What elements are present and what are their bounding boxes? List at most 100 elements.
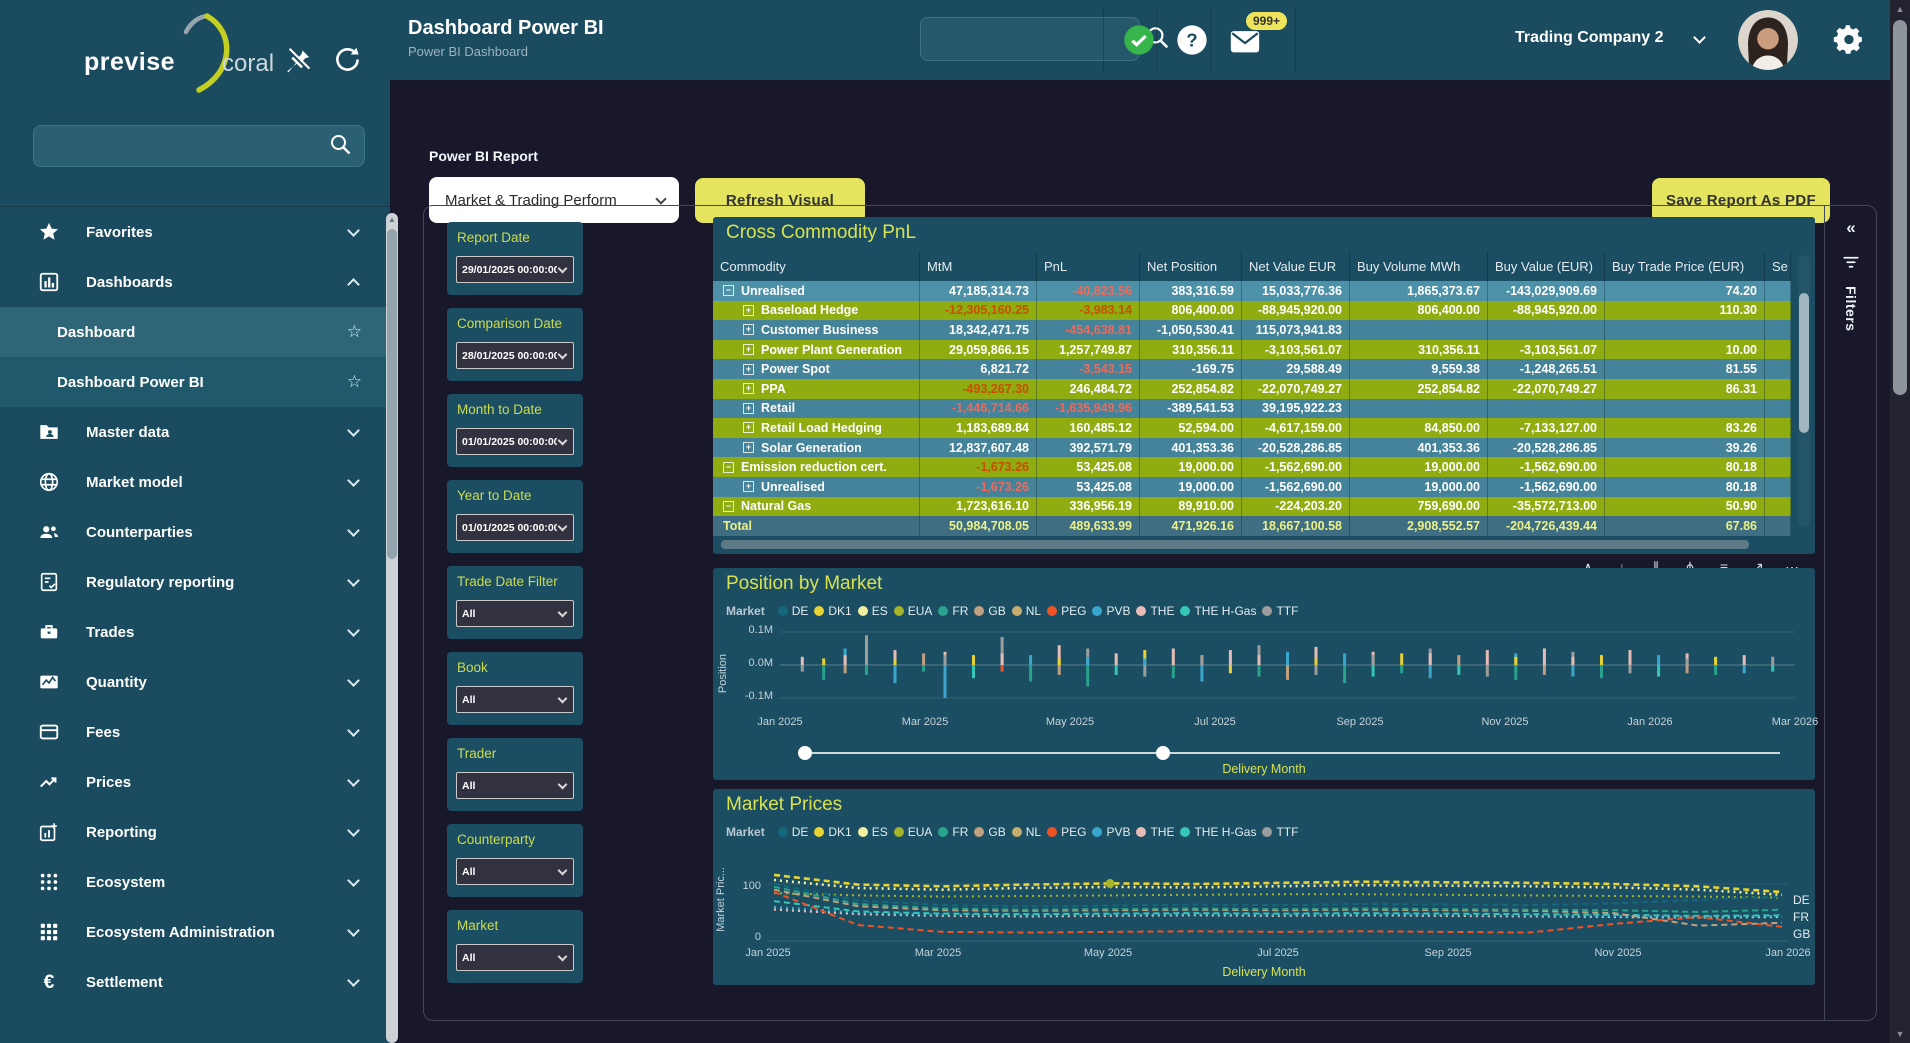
- column-header[interactable]: Buy Value (EUR): [1488, 251, 1605, 281]
- unpin-sidebar-icon[interactable]: [284, 46, 312, 74]
- table-row[interactable]: −Emission reduction cert.-1,673.2653,425…: [713, 457, 1791, 477]
- chevron-down-icon[interactable]: [1693, 31, 1706, 44]
- legend-item-the[interactable]: THE: [1136, 825, 1174, 839]
- settings-gear-icon[interactable]: [1833, 23, 1865, 55]
- table-vertical-scrollbar[interactable]: [1798, 255, 1810, 527]
- column-header[interactable]: Buy Trade Price (EUR): [1605, 251, 1765, 281]
- chevron-down-icon[interactable]: [347, 474, 360, 487]
- column-header[interactable]: PnL: [1037, 251, 1140, 281]
- expand-icon[interactable]: +: [743, 403, 754, 414]
- expand-icon[interactable]: +: [743, 442, 754, 453]
- table-row[interactable]: +PPA-493,267.30246,484.72252,854.82-22,0…: [713, 379, 1791, 399]
- expand-icon[interactable]: +: [743, 344, 754, 355]
- global-search-input[interactable]: [921, 31, 1144, 48]
- table-row[interactable]: +Retail-1,446,714.66-1,635,949.96-389,54…: [713, 399, 1791, 419]
- collapse-icon[interactable]: −: [723, 285, 734, 296]
- legend-item-es[interactable]: ES: [858, 604, 888, 618]
- scroll-down-arrow-icon[interactable]: ▼: [1890, 1029, 1910, 1039]
- legend-item-fr[interactable]: FR: [938, 604, 968, 618]
- window-scrollbar-thumb[interactable]: [1893, 20, 1907, 395]
- chevron-down-icon[interactable]: [347, 974, 360, 987]
- chevron-down-icon[interactable]: [347, 624, 360, 637]
- messages-count-badge[interactable]: 999+: [1246, 12, 1287, 30]
- legend-item-pvb[interactable]: PVB: [1092, 825, 1130, 839]
- expand-icon[interactable]: +: [743, 305, 754, 316]
- window-scrollbar[interactable]: ▲ ▼: [1890, 0, 1910, 1043]
- sidebar-item-reporting[interactable]: Reporting: [0, 807, 390, 857]
- sidebar-search-input[interactable]: [34, 138, 328, 155]
- sidebar-item-dashboard-power-bi[interactable]: Dashboard Power BI☆: [0, 357, 390, 407]
- table-row[interactable]: +Unrealised-1,673.2653,425.0819,000.00-1…: [713, 477, 1791, 497]
- chevron-down-icon[interactable]: [347, 924, 360, 937]
- legend-item-dk1[interactable]: DK1: [814, 604, 851, 618]
- global-search[interactable]: [920, 17, 1140, 61]
- expand-icon[interactable]: +: [743, 364, 754, 375]
- slider-handle-start[interactable]: [798, 746, 812, 760]
- sidebar-item-master-data[interactable]: Master data: [0, 407, 390, 457]
- sidebar-scrollbar[interactable]: ▲: [386, 213, 398, 1043]
- slider-handle-end[interactable]: [1156, 746, 1170, 760]
- sidebar-item-favorites[interactable]: Favorites: [0, 207, 390, 257]
- chevron-down-icon[interactable]: [347, 774, 360, 787]
- legend-item-gb[interactable]: GB: [974, 825, 1005, 839]
- filter-select[interactable]: 28/01/2025 00:00:00: [456, 342, 574, 369]
- sidebar-item-prices[interactable]: Prices: [0, 757, 390, 807]
- chevron-down-icon[interactable]: [347, 874, 360, 887]
- table-row[interactable]: +Power Plant Generation29,059,866.151,25…: [713, 340, 1791, 360]
- collapse-icon[interactable]: −: [723, 501, 734, 512]
- expand-icon[interactable]: +: [743, 422, 754, 433]
- legend-item-nl[interactable]: NL: [1012, 604, 1041, 618]
- filter-select[interactable]: All: [456, 772, 574, 799]
- chevron-down-icon[interactable]: [347, 724, 360, 737]
- expand-icon[interactable]: +: [743, 383, 754, 394]
- sidebar-item-regulatory-reporting[interactable]: Regulatory reporting: [0, 557, 390, 607]
- column-header[interactable]: MtM: [920, 251, 1037, 281]
- column-header[interactable]: Net Value EUR: [1242, 251, 1350, 281]
- filter-select[interactable]: All: [456, 600, 574, 627]
- chevron-down-icon[interactable]: [347, 674, 360, 687]
- legend-item-the[interactable]: THE: [1136, 604, 1174, 618]
- table-row[interactable]: +Customer Business18,342,471.75-454,638.…: [713, 320, 1791, 340]
- table-row[interactable]: −Unrealised47,185,314.73-40,823.56383,31…: [713, 281, 1791, 301]
- legend-item-pvb[interactable]: PVB: [1092, 604, 1130, 618]
- chevron-down-icon[interactable]: [347, 824, 360, 837]
- filter-select[interactable]: 01/01/2025 00:00:00: [456, 428, 574, 455]
- sidebar-item-dashboard[interactable]: Dashboard☆: [0, 307, 390, 357]
- scroll-up-arrow-icon[interactable]: ▲: [1890, 4, 1910, 14]
- refresh-icon[interactable]: [334, 46, 362, 74]
- sidebar-item-ecosystem-administration[interactable]: Ecosystem Administration: [0, 907, 390, 957]
- sidebar-item-market-model[interactable]: Market model: [0, 457, 390, 507]
- slider-track[interactable]: [800, 752, 1780, 754]
- table-row[interactable]: +Retail Load Hedging1,183,689.84160,485.…: [713, 418, 1791, 438]
- sidebar-scrollbar-thumb[interactable]: [387, 229, 397, 559]
- chevron-up-icon[interactable]: [347, 278, 360, 291]
- chevron-down-icon[interactable]: [347, 524, 360, 537]
- help-icon[interactable]: ?: [1176, 24, 1208, 56]
- sidebar-item-counterparties[interactable]: Counterparties: [0, 507, 390, 557]
- company-selector[interactable]: Trading Company 2: [1515, 29, 1663, 47]
- expand-icon[interactable]: +: [743, 324, 754, 335]
- filter-select[interactable]: All: [456, 686, 574, 713]
- legend-item-de[interactable]: DE: [778, 604, 809, 618]
- collapse-icon[interactable]: −: [723, 462, 734, 473]
- legend-item-es[interactable]: ES: [858, 825, 888, 839]
- legend-item-the-h-gas[interactable]: THE H-Gas: [1180, 825, 1256, 839]
- sidebar-item-trades[interactable]: Trades: [0, 607, 390, 657]
- chevron-down-icon[interactable]: [347, 224, 360, 237]
- sidebar-search[interactable]: [33, 125, 365, 167]
- column-header[interactable]: Commodity: [713, 251, 920, 281]
- filter-select[interactable]: All: [456, 858, 574, 885]
- table-row[interactable]: Total50,984,708.05489,633.99471,926.1618…: [713, 516, 1791, 536]
- legend-item-nl[interactable]: NL: [1012, 825, 1041, 839]
- legend-item-fr[interactable]: FR: [938, 825, 968, 839]
- column-header[interactable]: Buy Volume MWh: [1350, 251, 1488, 281]
- column-header[interactable]: Net Position: [1140, 251, 1242, 281]
- filters-rail-label[interactable]: Filters: [1825, 286, 1877, 332]
- table-row[interactable]: +Solar Generation12,837,607.48392,571.79…: [713, 438, 1791, 458]
- filter-select[interactable]: All: [456, 944, 574, 971]
- legend-item-ttf[interactable]: TTF: [1262, 604, 1298, 618]
- legend-item-eua[interactable]: EUA: [894, 604, 933, 618]
- expand-icon[interactable]: +: [743, 481, 754, 492]
- filter-select[interactable]: 29/01/2025 00:00:00: [456, 256, 574, 283]
- legend-item-eua[interactable]: EUA: [894, 825, 933, 839]
